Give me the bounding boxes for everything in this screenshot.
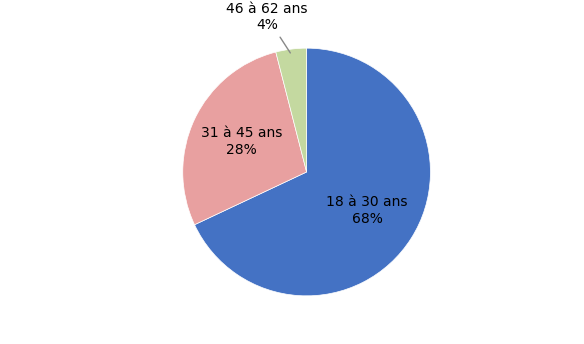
Text: 46 à 62 ans
4%: 46 à 62 ans 4% xyxy=(226,2,308,53)
Text: 31 à 45 ans
28%: 31 à 45 ans 28% xyxy=(201,126,282,157)
Wedge shape xyxy=(183,52,307,225)
Text: 18 à 30 ans
68%: 18 à 30 ans 68% xyxy=(326,195,408,226)
Wedge shape xyxy=(276,48,307,172)
Wedge shape xyxy=(194,48,430,296)
